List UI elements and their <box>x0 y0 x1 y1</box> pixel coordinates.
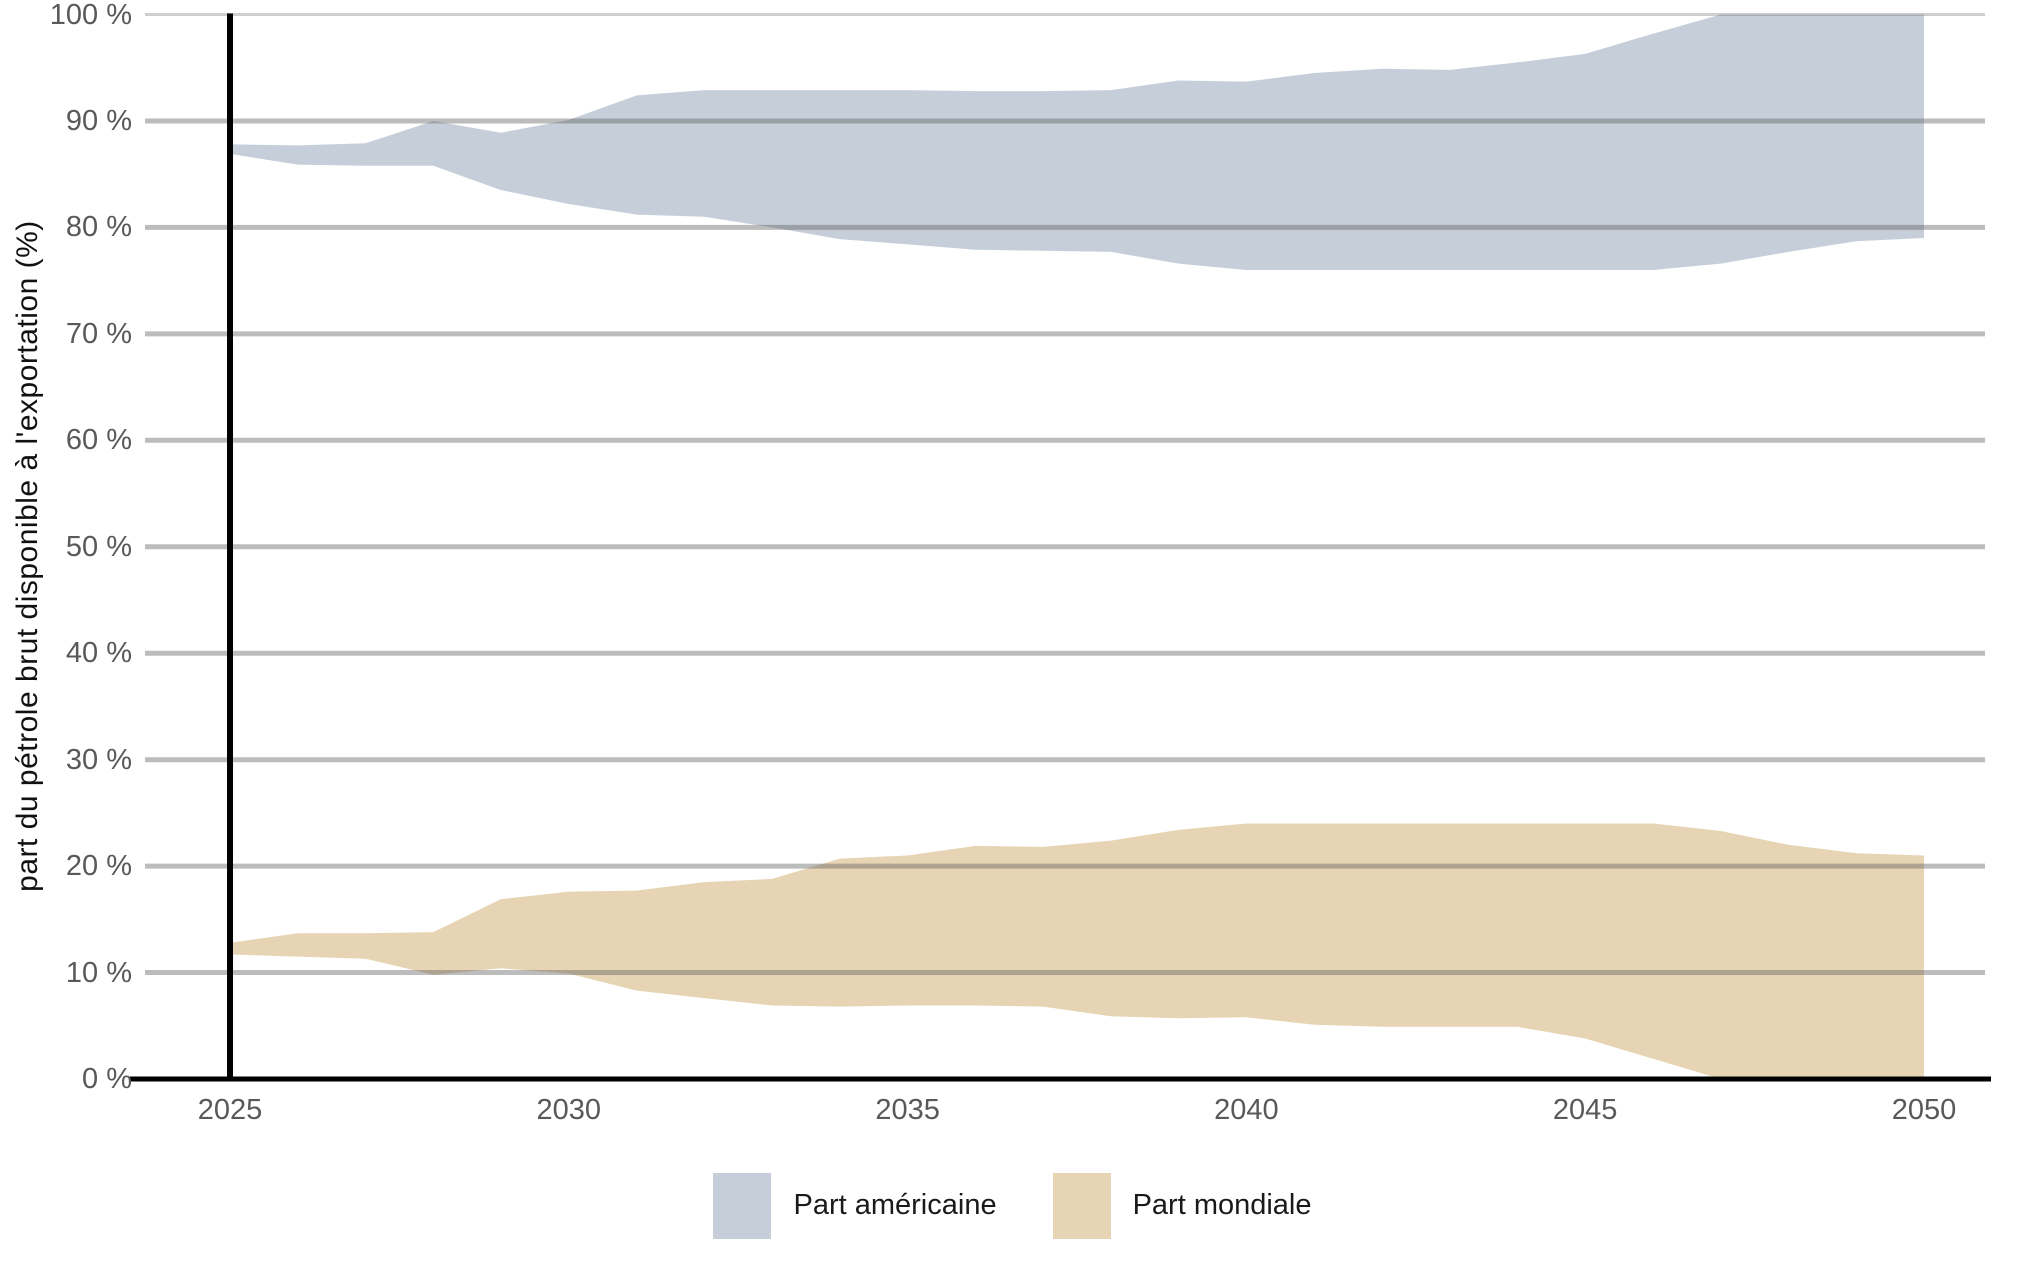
legend-item-part-mondiale: Part mondiale <box>1052 1172 1312 1239</box>
x-tick-label-2040: 2040 <box>1214 1094 1279 1126</box>
legend: Part américaine Part mondiale <box>0 1168 2025 1243</box>
legend-label-part-americaine: Part américaine <box>793 1189 997 1221</box>
y-tick-label-20: 20 % <box>65 850 132 883</box>
band-part-americaine <box>230 14 1924 270</box>
x-tick-label-2025: 2025 <box>197 1094 263 1126</box>
y-tick-label-50: 50 % <box>65 530 132 563</box>
x-tick-label-2030: 2030 <box>536 1094 602 1126</box>
band-part-mondiale <box>230 823 1924 1079</box>
y-tick-label-100: 100 % <box>49 0 132 31</box>
y-tick-label-70: 70 % <box>65 317 132 350</box>
y-tick-label-90: 90 % <box>65 104 132 137</box>
legend-label-part-mondiale: Part mondiale <box>1132 1189 1312 1221</box>
y-tick-label-0: 0 % <box>82 1063 132 1095</box>
y-tick-label-80: 80 % <box>65 211 132 244</box>
legend-swatch-part-mondiale-icon <box>1052 1172 1111 1239</box>
x-tick-label-2035: 2035 <box>875 1094 940 1126</box>
y-tick-label-10: 10 % <box>65 956 132 989</box>
y-tick-label-60: 60 % <box>65 424 132 457</box>
y-tick-label-40: 40 % <box>65 637 132 670</box>
x-tick-label-2050: 2050 <box>1891 1094 1957 1126</box>
legend-swatch-part-americaine-icon <box>713 1172 772 1239</box>
y-tick-label-30: 30 % <box>65 743 132 776</box>
legend-item-part-americaine: Part américaine <box>713 1172 997 1239</box>
x-tick-label-2045: 2045 <box>1552 1094 1618 1126</box>
